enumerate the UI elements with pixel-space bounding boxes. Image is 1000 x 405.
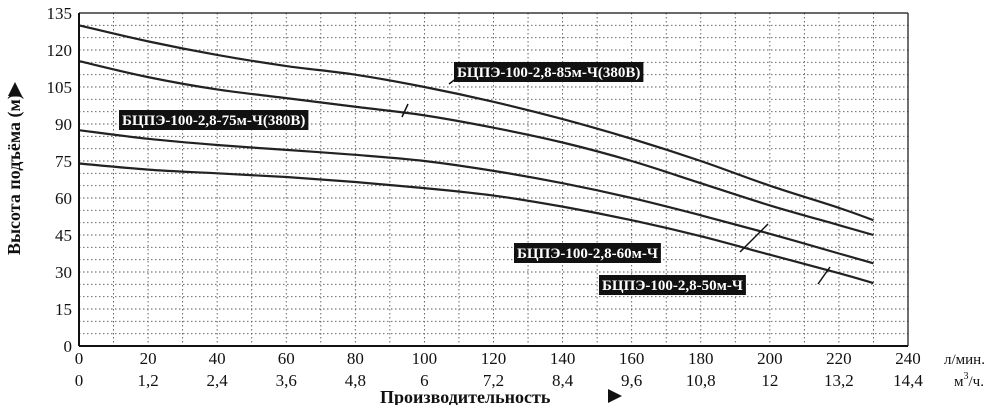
series-label-text: БЦПЭ-100-2,8-85м-Ч(380В) [457,65,640,81]
curve-50m [78,162,874,285]
x-axis-title: Производительность [380,387,622,405]
x-axis-arrow-icon [608,389,622,403]
x-tick-label-lmin: 140 [550,349,576,368]
series-label-bg [119,110,309,130]
x-tick-label-m3h: 9,6 [621,371,642,390]
x-tick-label-lmin: 100 [412,349,438,368]
y-tick-label: 0 [64,337,73,356]
x-tick-label-lmin: 80 [347,349,364,368]
x-tick-label-m3h: 6 [420,371,429,390]
label-leader-line [401,103,409,118]
series-label-text: БЦПЭ-100-2,8-75м-Ч(380В) [122,113,305,129]
x-tick-label-m3h: 12 [761,371,778,390]
x-tick-label-m3h: 10,8 [686,371,716,390]
y-tick-label: 120 [47,41,73,60]
y-tick-label: 45 [55,226,72,245]
x-tick-labels: 0 20 40 60 80 100 120 140 160 180 200 220 240 0 1,2 2,4… [75,349,924,390]
y-tick-label: 60 [55,189,72,208]
x-tick-label-lmin: 200 [757,349,783,368]
y-tick-label: 75 [55,152,72,171]
series-label-text: БЦПЭ-100-2,8-50м-Ч [602,278,743,294]
x-tick-label-m3h: 4,8 [345,371,366,390]
label-leader-line [739,223,769,253]
series-label-50m: БЦПЭ-100-2,8-50м-Ч [599,275,746,295]
y-tick-label: 105 [47,78,73,97]
series-labels: БЦПЭ-100-2,8-85м-Ч(380В) БЦПЭ-100-2,8-75м… [119,62,746,295]
series-label-75m: БЦПЭ-100-2,8-75м-Ч(380В) [119,110,309,130]
label-leader-line [817,266,831,285]
y-tick-label: 30 [55,263,72,282]
y-tick-label: 15 [55,300,72,319]
x-tick-label-m3h: 0 [75,371,84,390]
x-tick-label-lmin: 240 [895,349,921,368]
curve-60m [78,129,874,265]
x-tick-label-lmin: 160 [619,349,645,368]
series-label-85m: БЦПЭ-100-2,8-85м-Ч(380В) [454,62,644,82]
x-tick-label-m3h: 2,4 [207,371,229,390]
x-tick-label-lmin: 220 [826,349,852,368]
x-tick-label-m3h: 3,6 [276,371,297,390]
x-tick-label-lmin: 120 [481,349,507,368]
curves [78,24,874,285]
x-tick-label-lmin: 0 [75,349,84,368]
y-axis-arrow-icon [8,82,22,96]
y-tick-label: 135 [47,4,73,23]
x-tick-label-m3h: 1,2 [137,371,158,390]
x-unit-lmin: л/мин. [944,352,985,368]
x-tick-label-lmin: 180 [688,349,714,368]
x-tick-label-m3h: 13,2 [824,371,854,390]
series-label-60m: БЦПЭ-100-2,8-60м-Ч [514,243,661,263]
x-tick-label-m3h: 14,4 [893,371,923,390]
curve-85m [78,24,874,222]
y-axis-title-text: Высота подъёма (м) [4,93,25,255]
x-tick-label-m3h: 7,2 [483,371,504,390]
x-axis-title-text: Производительность [380,387,551,405]
y-tick-label: 90 [55,115,72,134]
plot-frame [78,12,909,347]
series-label-bg [599,275,746,295]
y-tick-labels: 0 15 30 45 60 75 90 105 120 135 [47,4,73,356]
x-unit-m3h: м3/ч. [954,371,984,390]
series-label-bg [454,62,644,82]
curve-75m [78,60,874,237]
x-tick-label-m3h: 8,4 [552,371,574,390]
series-label-bg [514,243,661,263]
x-tick-label-lmin: 20 [140,349,157,368]
y-axis-title: Высота подъёма (м) [4,82,25,255]
x-tick-label-lmin: 40 [209,349,226,368]
series-label-text: БЦПЭ-100-2,8-60м-Ч [517,246,658,262]
x-tick-label-lmin: 60 [278,349,295,368]
